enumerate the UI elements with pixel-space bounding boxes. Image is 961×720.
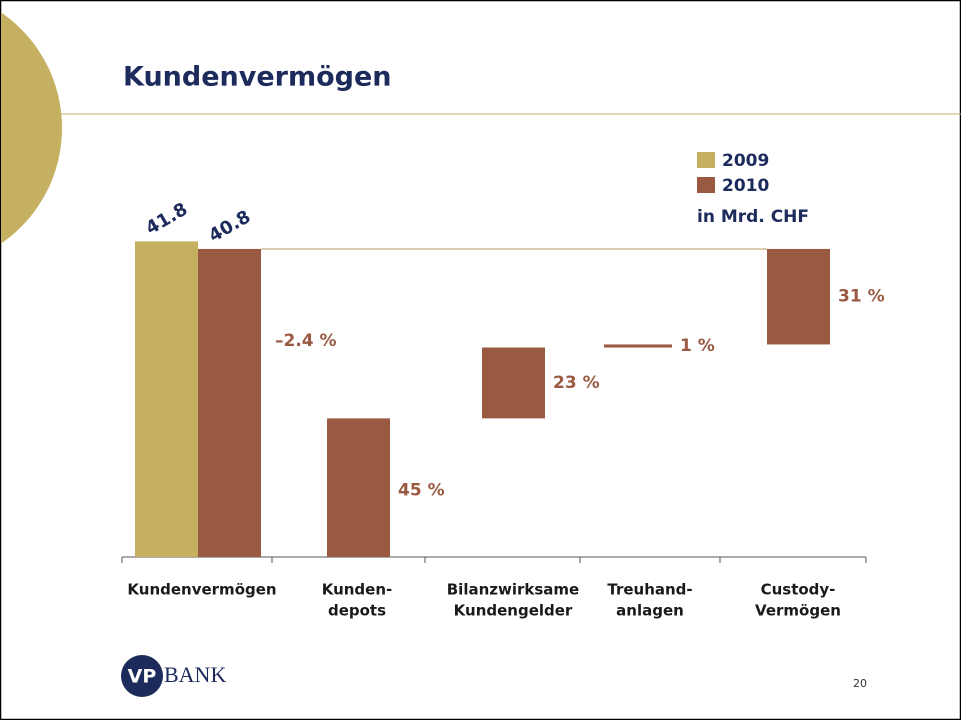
- x-category-label: Kundenvermögen: [127, 581, 276, 599]
- decor-circle: [1, 12, 62, 244]
- legend-swatch: [697, 177, 715, 193]
- total-bar: [198, 248, 261, 557]
- legend-label: 2009: [722, 151, 769, 171]
- logo: VP BANK: [121, 655, 226, 697]
- x-category-label: Treuhand-: [607, 581, 692, 599]
- logo-text: BANK: [164, 662, 226, 687]
- change-label: –2.4 %: [275, 331, 337, 351]
- segment-label: 45 %: [398, 480, 445, 500]
- legend-swatch: [697, 152, 715, 168]
- segment-bar: [767, 248, 830, 345]
- segment-bar: [327, 418, 390, 557]
- total-bar: [135, 241, 198, 557]
- unit-label: in Mrd. CHF: [697, 207, 809, 227]
- page-number: 20: [853, 677, 867, 690]
- x-category-label: Bilanzwirksame: [447, 581, 579, 599]
- segment-label: 23 %: [553, 373, 600, 393]
- x-category-label: Kundengelder: [454, 602, 573, 620]
- x-category-label: Vermögen: [755, 602, 841, 620]
- segment-label: 1 %: [680, 336, 715, 356]
- segment-bar: [482, 347, 545, 419]
- logo-mark: VP: [128, 666, 157, 688]
- x-category-label: Custody-: [761, 581, 836, 599]
- logo-circle: [121, 655, 163, 697]
- axis-ticks: [121, 557, 867, 563]
- x-category-label: depots: [328, 602, 386, 620]
- segment-bar: [604, 344, 672, 348]
- title: Kundenvermögen: [123, 62, 392, 93]
- x-category-label: Kunden-: [322, 581, 393, 599]
- x-category-label: anlagen: [616, 602, 684, 620]
- legend-label: 2010: [722, 176, 769, 196]
- segment-label: 31 %: [838, 287, 885, 307]
